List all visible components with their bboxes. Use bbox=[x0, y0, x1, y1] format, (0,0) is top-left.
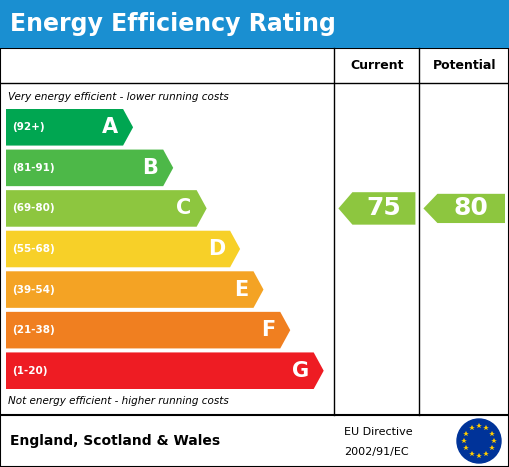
Polygon shape bbox=[6, 109, 133, 146]
Bar bbox=[0, 48, 509, 467]
Text: 75: 75 bbox=[366, 197, 401, 220]
Polygon shape bbox=[6, 149, 173, 186]
Polygon shape bbox=[338, 192, 415, 225]
Text: Current: Current bbox=[350, 59, 404, 72]
Text: A: A bbox=[102, 117, 118, 137]
Text: (21-38): (21-38) bbox=[12, 325, 55, 335]
Text: D: D bbox=[208, 239, 225, 259]
Polygon shape bbox=[6, 312, 290, 348]
Text: (1-20): (1-20) bbox=[12, 366, 47, 376]
Text: Potential: Potential bbox=[433, 59, 496, 72]
Polygon shape bbox=[6, 190, 207, 226]
Text: 2002/91/EC: 2002/91/EC bbox=[345, 447, 409, 458]
Text: (92+): (92+) bbox=[12, 122, 45, 132]
Text: 80: 80 bbox=[454, 197, 489, 220]
Text: (55-68): (55-68) bbox=[12, 244, 55, 254]
Bar bbox=[0, 0, 509, 48]
Text: Energy Efficiency Rating: Energy Efficiency Rating bbox=[10, 12, 336, 36]
Polygon shape bbox=[423, 194, 505, 223]
Text: (39-54): (39-54) bbox=[12, 284, 55, 295]
Text: Very energy efficient - lower running costs: Very energy efficient - lower running co… bbox=[8, 92, 229, 102]
Text: E: E bbox=[234, 280, 248, 299]
Text: Not energy efficient - higher running costs: Not energy efficient - higher running co… bbox=[8, 396, 229, 406]
Text: EU Directive: EU Directive bbox=[345, 427, 413, 437]
Text: C: C bbox=[177, 198, 192, 219]
Text: B: B bbox=[143, 158, 158, 178]
Polygon shape bbox=[6, 353, 324, 389]
Text: England, Scotland & Wales: England, Scotland & Wales bbox=[10, 434, 220, 448]
Text: (69-80): (69-80) bbox=[12, 204, 54, 213]
Circle shape bbox=[457, 419, 501, 463]
Text: (81-91): (81-91) bbox=[12, 163, 54, 173]
Text: G: G bbox=[292, 361, 308, 381]
Polygon shape bbox=[6, 231, 240, 267]
Polygon shape bbox=[6, 271, 264, 308]
Text: F: F bbox=[261, 320, 275, 340]
